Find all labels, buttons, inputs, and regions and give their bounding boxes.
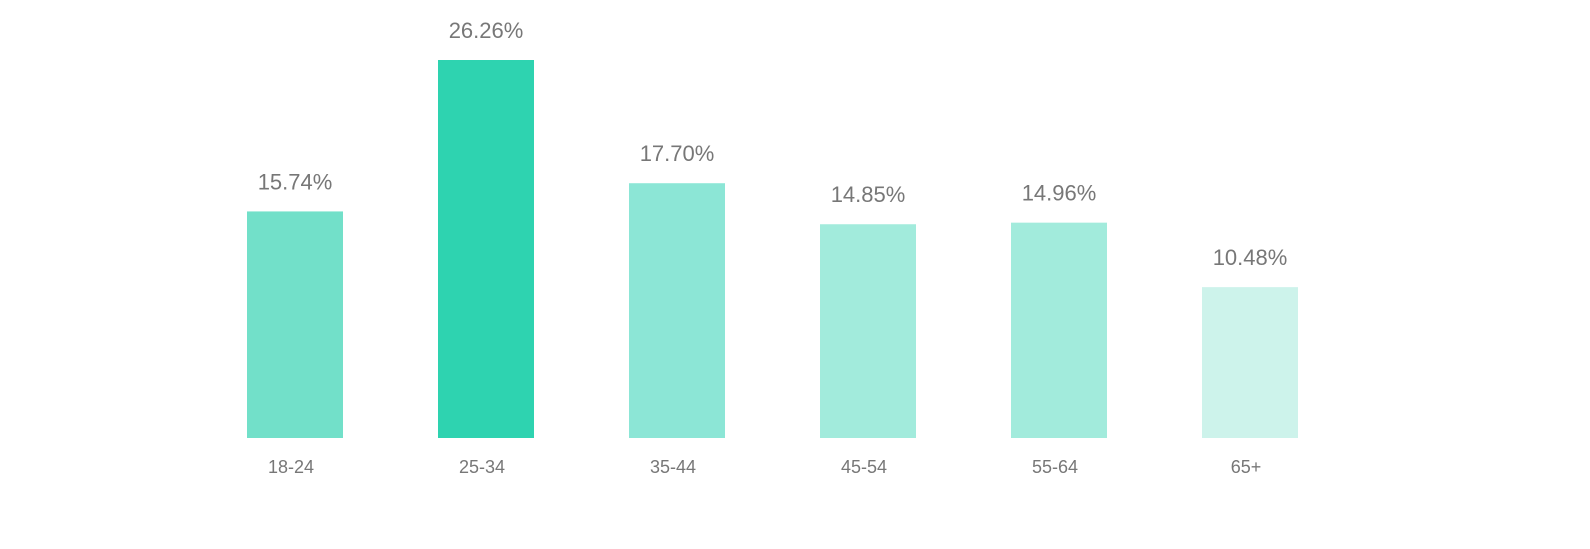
category-label: 35-44 bbox=[650, 457, 696, 477]
category-label: 45-54 bbox=[841, 457, 887, 477]
value-label: 17.70% bbox=[640, 141, 715, 166]
bar bbox=[629, 183, 725, 438]
value-label: 26.26% bbox=[449, 18, 524, 43]
bar bbox=[1202, 287, 1298, 438]
value-label: 15.74% bbox=[258, 169, 333, 194]
category-label: 25-34 bbox=[459, 457, 505, 477]
bar bbox=[820, 224, 916, 438]
value-label: 14.96% bbox=[1022, 181, 1097, 206]
category-label: 65+ bbox=[1231, 457, 1262, 477]
category-label: 55-64 bbox=[1032, 457, 1078, 477]
bar bbox=[1011, 222, 1107, 438]
bar bbox=[247, 211, 343, 438]
category-label: 18-24 bbox=[268, 457, 314, 477]
value-label: 10.48% bbox=[1213, 245, 1288, 270]
value-label: 14.85% bbox=[831, 182, 906, 207]
bar bbox=[438, 60, 534, 438]
